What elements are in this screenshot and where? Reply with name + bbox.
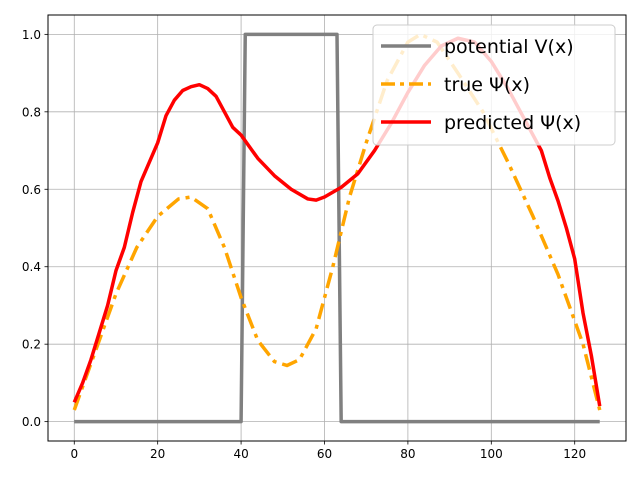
y-tick-label: 0.6	[22, 183, 41, 197]
x-tick-label: 40	[233, 447, 248, 461]
legend-label: predicted Ψ(x)	[444, 112, 581, 134]
axes-frame	[47, 14, 627, 442]
x-tick-label: 60	[317, 447, 332, 461]
x-tick-label: 80	[400, 447, 415, 461]
y-tick-label: 0.2	[22, 338, 41, 352]
x-tick-label: 120	[563, 447, 586, 461]
y-tick-label: 0.0	[22, 415, 41, 429]
axis-ticks: 0 20 40 60 80 100 120 0.0 0.2 0.4 0.6 0.8 1.0	[22, 28, 586, 461]
x-tick-label: 0	[70, 447, 78, 461]
legend-label: potential V(x)	[444, 36, 574, 58]
y-tick-label: 1.0	[22, 28, 41, 42]
legend-box	[372, 24, 616, 146]
x-tick-label: 20	[150, 447, 165, 461]
legend: potential V(x) true Ψ(x) predicted Ψ(x)	[372, 24, 616, 146]
y-tick-label: 0.8	[22, 105, 41, 119]
y-tick-label: 0.4	[22, 260, 41, 274]
legend-label: true Ψ(x)	[444, 74, 530, 96]
x-tick-label: 100	[480, 447, 503, 461]
series-line-0	[74, 32, 600, 424]
